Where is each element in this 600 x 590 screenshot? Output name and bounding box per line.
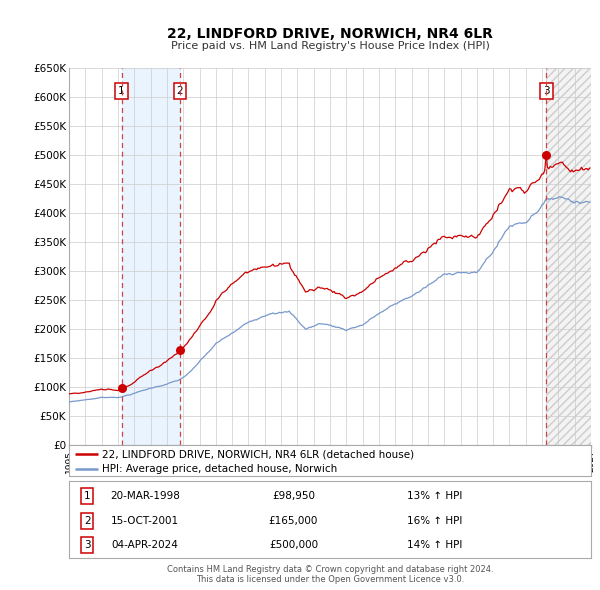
Text: This data is licensed under the Open Government Licence v3.0.: This data is licensed under the Open Gov… [196,575,464,584]
Text: Contains HM Land Registry data © Crown copyright and database right 2024.: Contains HM Land Registry data © Crown c… [167,565,493,574]
Text: Price paid vs. HM Land Registry's House Price Index (HPI): Price paid vs. HM Land Registry's House … [170,41,490,51]
Text: 22, LINDFORD DRIVE, NORWICH, NR4 6LR (detached house): 22, LINDFORD DRIVE, NORWICH, NR4 6LR (de… [102,449,414,459]
Text: £500,000: £500,000 [269,540,318,550]
Text: 1: 1 [118,86,125,96]
Text: 1: 1 [84,491,91,501]
Text: 2: 2 [176,86,183,96]
Text: 13% ↑ HPI: 13% ↑ HPI [407,491,462,501]
Text: HPI: Average price, detached house, Norwich: HPI: Average price, detached house, Norw… [102,464,337,474]
Bar [547,68,591,445]
Text: 14% ↑ HPI: 14% ↑ HPI [407,540,462,550]
Text: 20-MAR-1998: 20-MAR-1998 [110,491,179,501]
Text: 16% ↑ HPI: 16% ↑ HPI [407,516,462,526]
Text: 04-APR-2024: 04-APR-2024 [111,540,178,550]
Text: 3: 3 [84,540,91,550]
Text: 3: 3 [543,86,550,96]
Text: £165,000: £165,000 [269,516,318,526]
Text: 15-OCT-2001: 15-OCT-2001 [110,516,179,526]
Text: 2: 2 [84,516,91,526]
Bar [122,68,180,445]
Text: 22, LINDFORD DRIVE, NORWICH, NR4 6LR: 22, LINDFORD DRIVE, NORWICH, NR4 6LR [167,27,493,41]
Bar [547,68,591,445]
Text: £98,950: £98,950 [272,491,315,501]
